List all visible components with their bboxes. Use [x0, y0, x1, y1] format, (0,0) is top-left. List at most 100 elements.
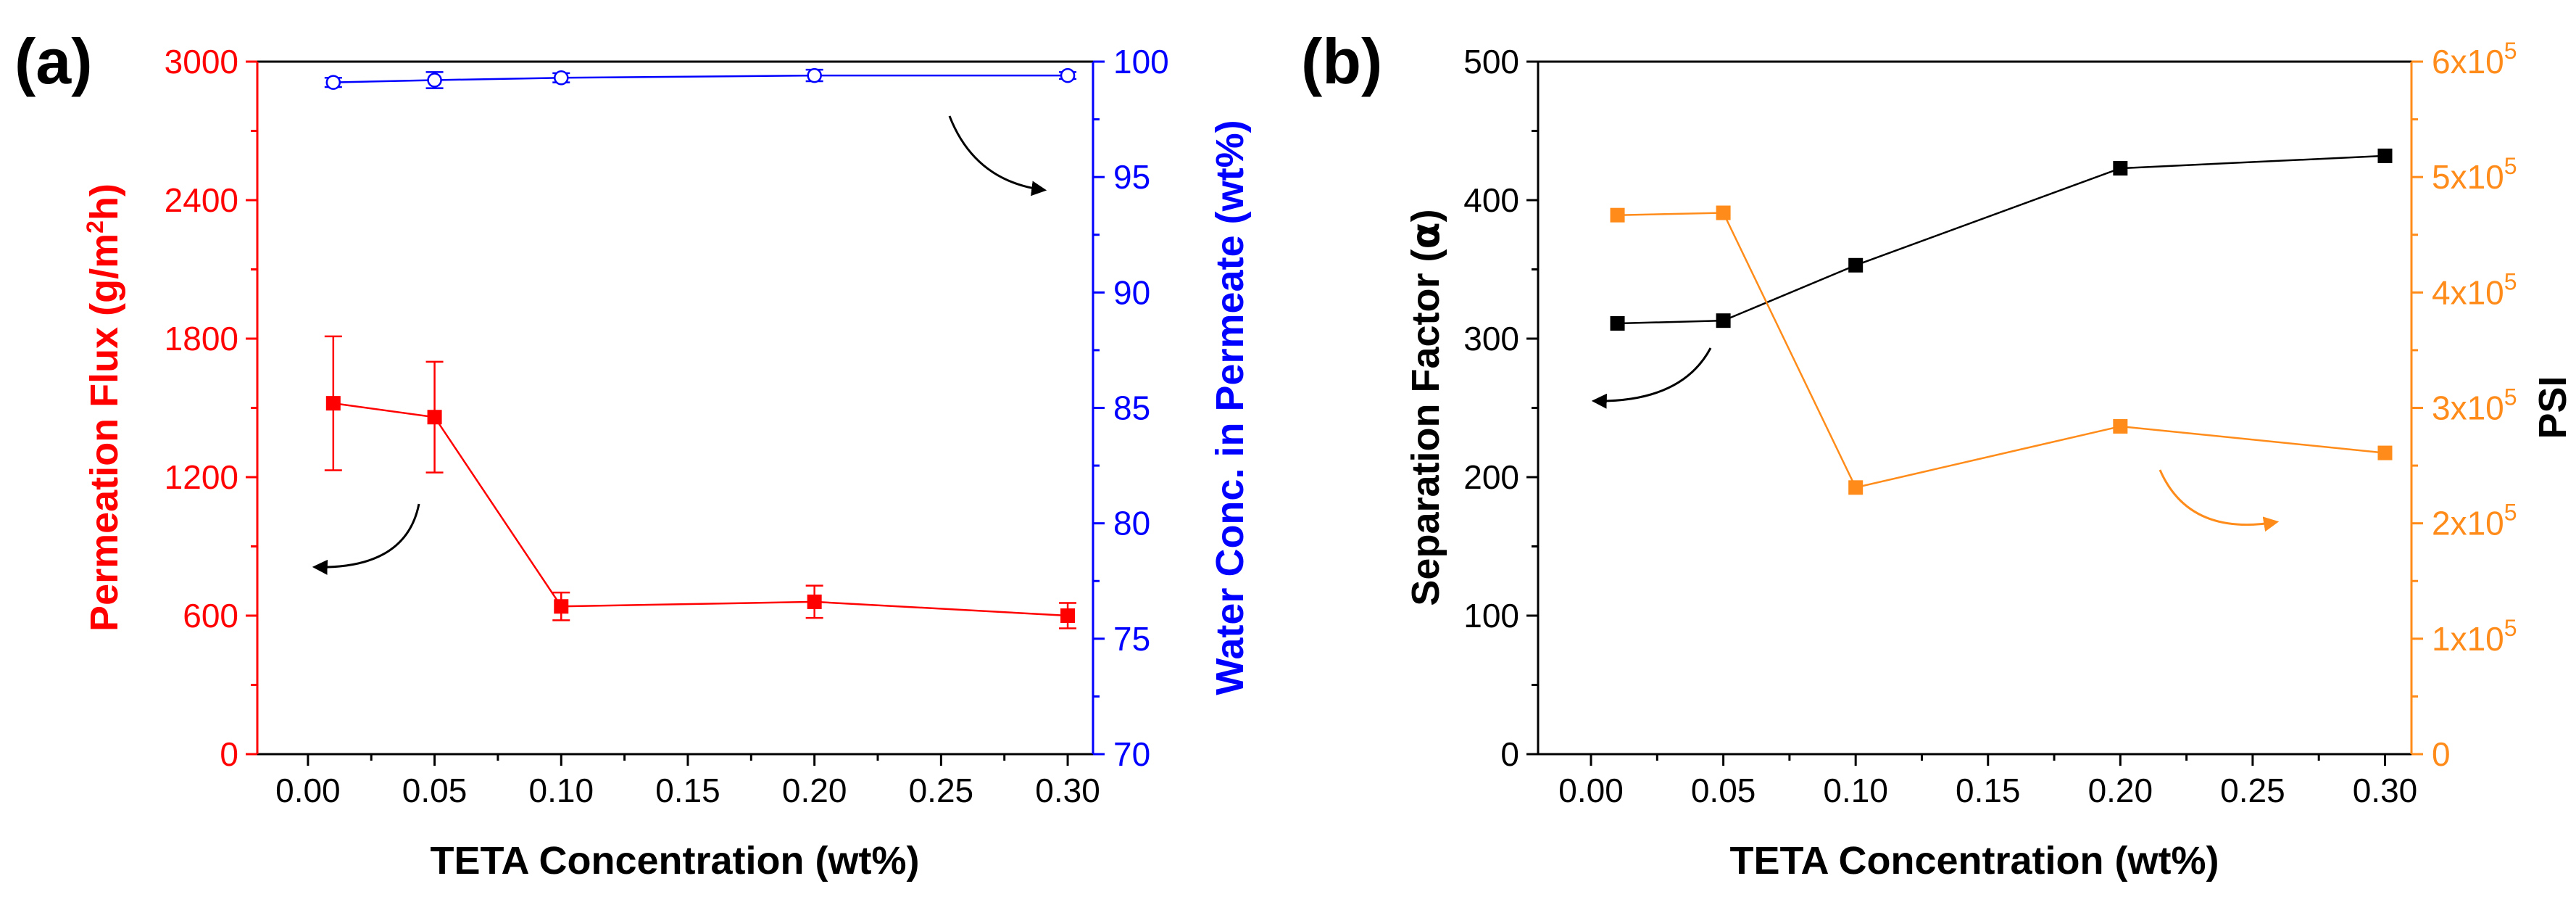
data-point: [325, 396, 341, 411]
right-tick-label: 100: [1113, 43, 1169, 80]
right-tick-label: 4x105: [2432, 268, 2517, 311]
series-line-1: [1617, 154, 2385, 325]
right-tick-label-base: 6x10: [2432, 43, 2504, 80]
right-tick-label-exp: 5: [2504, 38, 2517, 64]
data-point: [2113, 418, 2128, 434]
x-tick-label: 0.05: [402, 772, 468, 809]
right-tick-label-exp: 5: [2504, 384, 2517, 410]
panel-b-left-ticks: 0 100 200 300 400 500: [1463, 43, 1538, 773]
data-point: [807, 67, 822, 83]
panel-a-plot-frame: [256, 60, 1094, 756]
data-point: [427, 410, 442, 425]
data-point: [2377, 445, 2393, 460]
data-point: [1848, 480, 1864, 495]
left-tick-label: 2400: [165, 181, 238, 219]
x-tick-label: 0.00: [1558, 772, 1624, 809]
x-tick-label: 0.20: [2088, 772, 2153, 809]
data-point: [2113, 161, 2128, 176]
right-tick-label: 80: [1113, 505, 1150, 542]
x-tick-label: 0.20: [782, 772, 847, 809]
panel-b-annotation-arrow-left: [1591, 347, 1712, 409]
panel-a-left-axis-title: Permeation Flux (g/m2h): [82, 183, 126, 632]
data-point: [1060, 608, 1076, 623]
left-tick-label: 100: [1463, 597, 1519, 634]
panel-a-annotation-arrow-left: [312, 503, 420, 575]
right-tick-label: 3x105: [2432, 384, 2517, 427]
panel-a-left-axis-title-main: Permeation Flux (g/m: [83, 233, 126, 632]
left-tick-label: 200: [1463, 458, 1519, 496]
right-tick-label: 5x105: [2432, 153, 2517, 196]
data-point: [1610, 207, 1625, 223]
panel-b-right-axis-title: PSI: [2531, 376, 2575, 439]
panel-b-left-axis-title: Separation Factor (α): [1403, 209, 1448, 605]
data-point: [2377, 148, 2393, 163]
right-tick-label: 95: [1113, 158, 1150, 196]
left-tick-label: 500: [1463, 43, 1519, 80]
data-point: [554, 599, 569, 614]
data-point: [1610, 315, 1625, 331]
panel-a-label: (a): [14, 25, 93, 97]
x-tick-label: 0.10: [1823, 772, 1888, 809]
panel-b-series: [1610, 148, 2393, 495]
data-point: [807, 594, 822, 609]
panel-a-annotation-arrow-right: [948, 115, 1047, 197]
data-point: [1716, 205, 1731, 220]
panel-a-x-axis-title: TETA Concentration (wt%): [431, 839, 920, 882]
x-tick-label: 0.10: [529, 772, 594, 809]
panel-b-left-axis-title-end: ): [1404, 209, 1447, 222]
right-tick-label-exp: 5: [2504, 268, 2517, 294]
right-tick-label: 85: [1113, 389, 1150, 427]
right-tick-label-base: 3x10: [2432, 389, 2504, 427]
x-tick-label: 0.05: [1691, 772, 1756, 809]
panel-a-series: [324, 67, 1077, 629]
x-tick-label: 0.15: [1956, 772, 2021, 809]
panel-a-left-axis-title-end: h): [83, 183, 126, 220]
left-tick-label: 3000: [165, 43, 238, 80]
left-tick-label: 0: [220, 735, 238, 773]
right-tick-label: 2x105: [2432, 500, 2517, 542]
panel-a-x-ticks: 0.00 0.05 0.10 0.15 0.20 0.25 0.30: [275, 754, 1100, 809]
right-tick-label: 6x105: [2432, 38, 2517, 80]
data-point: [427, 73, 442, 88]
panel-b-left-axis-title-main: Separation Factor (: [1404, 249, 1447, 605]
panel-a-right-ticks: 70 75 80 85 90 95 100: [1093, 43, 1169, 773]
x-tick-label: 0.00: [275, 772, 341, 809]
x-tick-label: 0.25: [2220, 772, 2285, 809]
x-tick-label: 0.25: [909, 772, 974, 809]
right-tick-label-exp: 5: [2504, 615, 2517, 641]
right-tick-label: 90: [1113, 273, 1150, 311]
panel-b-x-ticks: 0.00 0.05 0.10 0.15 0.20 0.25 0.30: [1558, 754, 2417, 809]
right-tick-label: 70: [1113, 735, 1150, 773]
data-point: [1848, 257, 1864, 273]
series-line-2: [333, 74, 1068, 83]
x-tick-label: 0.15: [655, 772, 720, 809]
right-tick-label-base: 1x10: [2432, 620, 2504, 658]
x-tick-label: 0.30: [2353, 772, 2418, 809]
data-point: [554, 70, 569, 86]
panel-a-right-axis-title: Water Conc. in Permeate (wt%): [1208, 120, 1252, 695]
series-line-1: [333, 402, 1068, 617]
panel-b-plot-frame: [1537, 60, 2413, 756]
panel-b-x-axis-title: TETA Concentration (wt%): [1730, 839, 2219, 882]
data-point: [1060, 67, 1076, 83]
panel-a-left-ticks: 0 600 1200 1800 2400 3000: [165, 43, 257, 773]
right-tick-label-exp: 5: [2504, 153, 2517, 179]
chart-panel-b: (b) 0.00 0.05 0.10 0.15 0.20 0.25 0.30 0 100 200…: [1301, 25, 2575, 882]
right-tick-label: 1x105: [2432, 615, 2517, 658]
right-tick-label-exp: 5: [2504, 500, 2517, 526]
panel-b-left-axis-title-greek: α: [1403, 222, 1448, 249]
right-tick-label: 0: [2432, 735, 2451, 773]
right-tick-label-base: 5x10: [2432, 158, 2504, 196]
panel-b-annotation-arrow-right: [2159, 469, 2280, 532]
panel-a-left-axis-title-sup: 2: [82, 220, 108, 233]
right-tick-label-base: 0: [2432, 735, 2451, 773]
right-tick-label-base: 4x10: [2432, 273, 2504, 311]
chart-panel-a: (a) 0.00 0.05 0.10 0.15 0.20 0.25 0.30 0 600 120…: [14, 25, 1252, 882]
left-tick-label: 400: [1463, 181, 1519, 219]
data-point: [1716, 313, 1731, 328]
left-tick-label: 1200: [165, 458, 238, 496]
panel-b-label: (b): [1301, 25, 1382, 97]
left-tick-label: 1800: [165, 320, 238, 357]
